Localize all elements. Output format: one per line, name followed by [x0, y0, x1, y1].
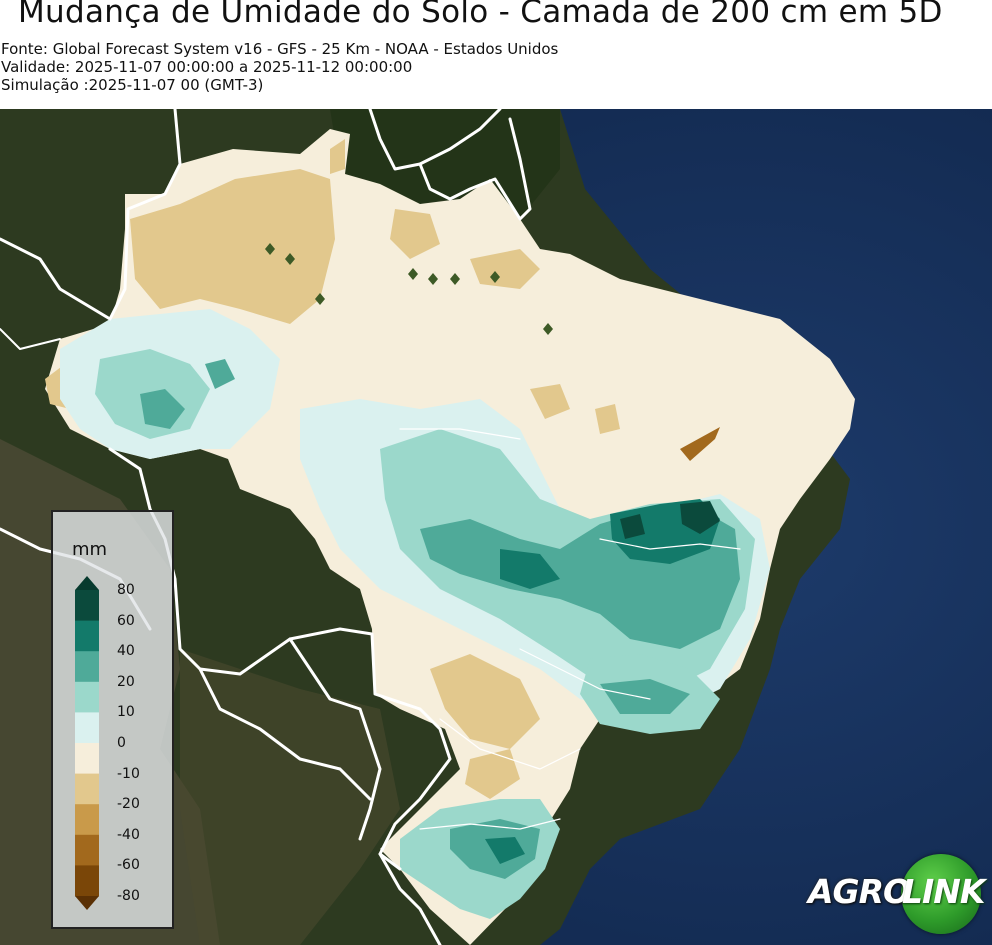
colorbar-min-extension — [75, 896, 99, 910]
colorbar-tick-label: 20 — [117, 673, 135, 690]
logo-text-link: LINK — [902, 872, 985, 911]
wet-zone-west-peak — [140, 359, 235, 429]
source-line: Fonte: Global Forecast System v16 - GFS … — [1, 40, 559, 58]
dry-patch-northeast — [680, 427, 720, 461]
map-title: Mudança de Umidade do Solo - Camada de 2… — [18, 0, 943, 30]
colorbar-bin — [75, 712, 99, 744]
agrolink-logo: AGRO LINK — [806, 852, 985, 938]
colorbar-tick-label: 80 — [117, 582, 135, 598]
colorbar-tick-label: 40 — [117, 643, 135, 660]
legend-unit-label: mm — [72, 539, 108, 560]
colorbar-tick-label: -40 — [117, 826, 140, 843]
colorbar-bin — [75, 743, 99, 775]
logo-text-agro: AGRO — [808, 872, 911, 911]
colorbar-bin — [75, 620, 99, 652]
dry-patch-center — [530, 384, 620, 434]
colorbar-bin — [75, 651, 99, 683]
colorbar-tick-label: -10 — [117, 765, 140, 782]
colorbar-bin — [75, 804, 99, 836]
simulation-line: Simulação :2025-11-07 00 (GMT-3) — [1, 76, 264, 94]
colorbar-tick-label: -20 — [117, 796, 140, 813]
colorbar-bin — [75, 590, 99, 622]
colorbar-tick-label: -80 — [117, 888, 140, 904]
wet-zone-central-max — [620, 501, 720, 539]
north-markers — [265, 243, 553, 335]
wet-zone-southeast-strong — [600, 679, 690, 714]
dry-patch-north — [330, 139, 540, 289]
colorbar-tick-label: 10 — [117, 704, 135, 721]
colorbar-bin — [75, 834, 99, 866]
colorbar-legend: mm 80 60 40 20 10 0 -10 -20 -40 -60 -80 — [51, 510, 174, 929]
colorbar-scale — [75, 576, 99, 910]
dry-patch-south — [430, 654, 540, 799]
colorbar-bin — [75, 865, 99, 897]
wet-zone-south-peak — [485, 837, 525, 864]
colorbar-tick-label: 0 — [117, 735, 126, 751]
colorbar-bin — [75, 773, 99, 805]
wet-zone-central-peak — [500, 499, 720, 589]
colorbar-bin — [75, 681, 99, 713]
validity-line: Validade: 2025-11-07 00:00:00 a 2025-11-… — [1, 58, 413, 76]
colorbar-tick-label: -60 — [117, 857, 140, 874]
colorbar-max-extension — [75, 576, 99, 590]
dry-patch-northwest — [130, 169, 335, 324]
colorbar-tick-label: 60 — [117, 612, 135, 629]
logo-green-circle — [901, 854, 981, 934]
chaco-terrain — [180, 649, 400, 945]
